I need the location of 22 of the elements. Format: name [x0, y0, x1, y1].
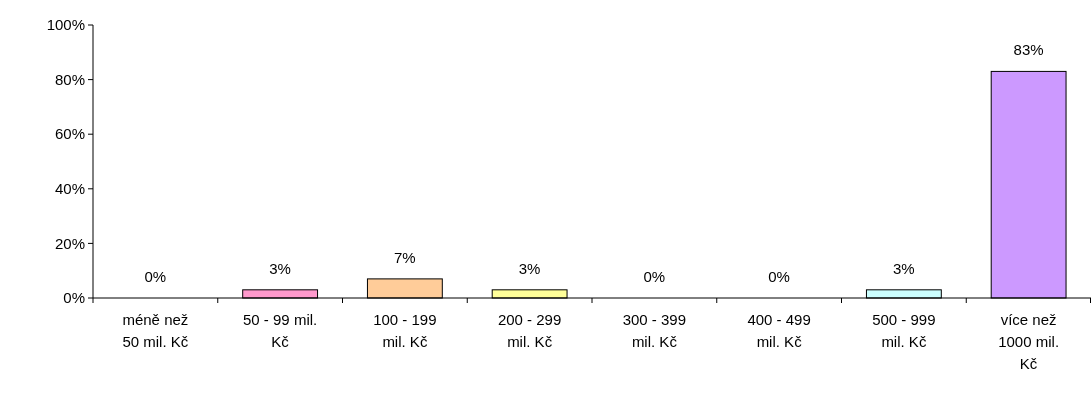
- y-tick-label: 80%: [54, 70, 85, 88]
- x-tick-label: 500 - 999 mil. Kč: [872, 311, 936, 350]
- data-label: 0%: [144, 268, 167, 285]
- y-tick-label: 40%: [54, 180, 85, 198]
- x-tick-label: méně než 50 mil. Kč: [122, 311, 189, 350]
- data-label: 0%: [768, 268, 790, 285]
- y-tick-label: 100%: [46, 16, 85, 34]
- data-label: 7%: [394, 248, 416, 266]
- y-tick-label: 60%: [54, 125, 85, 143]
- x-tick-label: 200 - 299 mil. Kč: [497, 311, 562, 350]
- y-tick-label: 20%: [54, 234, 85, 252]
- data-label: 3%: [518, 259, 541, 277]
- data-label: 0%: [643, 268, 666, 285]
- y-tick-label: 0%: [63, 289, 85, 307]
- x-tick-label: 400 - 499 mil. Kč: [747, 311, 811, 350]
- data-label: 83%: [1013, 41, 1044, 59]
- x-tick-label: 100 - 199 mil. Kč: [373, 311, 437, 350]
- x-tick-label: 50 - 99 mil. Kč: [243, 311, 318, 350]
- x-tick-label: více než 1000 mil. Kč: [998, 311, 1060, 372]
- data-label: 3%: [269, 259, 291, 277]
- x-tick-label: 300 - 399 mil. Kč: [622, 311, 687, 350]
- data-label: 3%: [893, 259, 915, 277]
